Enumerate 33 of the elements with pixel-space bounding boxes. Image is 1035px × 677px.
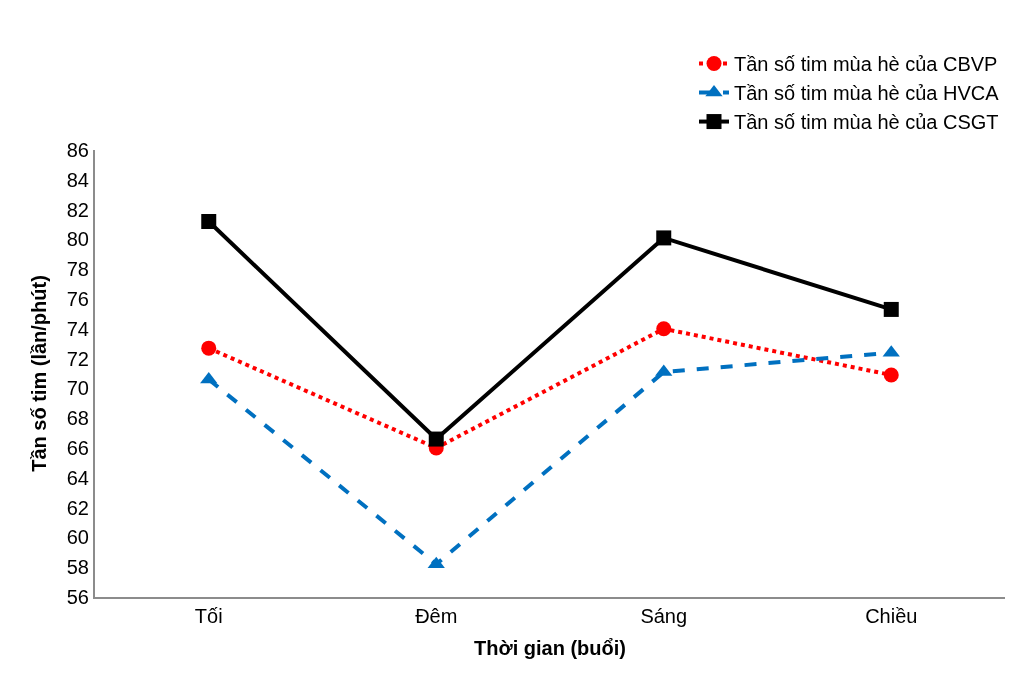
- y-tick-label: 74: [66, 317, 89, 340]
- point: [428, 431, 444, 447]
- x-axis-title: Thời gian (buổi): [474, 637, 626, 659]
- legend-label: Tần số tim mùa hè của CBVP: [734, 53, 998, 76]
- point: [656, 230, 672, 246]
- y-tick-label: 78: [66, 258, 89, 281]
- y-tick-label: 86: [66, 139, 89, 161]
- point: [201, 214, 217, 230]
- point: [201, 340, 217, 356]
- point: [883, 367, 899, 383]
- point: [656, 321, 672, 337]
- legend-label: Tần số tim mùa hè của HVCA: [734, 82, 1000, 105]
- y-tick-label: 68: [66, 407, 89, 430]
- y-tick-label: 56: [66, 586, 89, 608]
- x-tick-label: Chiều: [865, 605, 918, 627]
- x-tick-label: Tối: [194, 605, 223, 627]
- y-tick-label: 80: [66, 228, 89, 251]
- y-tick-label: 64: [66, 466, 89, 489]
- legend-label: Tần số tim mùa hè của CSGT: [734, 111, 999, 134]
- point: [883, 301, 899, 317]
- y-tick-label: 66: [66, 437, 89, 459]
- y-tick-label: 82: [66, 198, 89, 221]
- x-tick-label: Sáng: [640, 605, 688, 627]
- y-tick-label: 84: [66, 168, 89, 191]
- x-tick-label: Đêm: [415, 605, 458, 627]
- y-tick-label: 72: [66, 347, 89, 370]
- y-axis-title: Tần số tim (lần/phút): [27, 275, 50, 472]
- y-tick-label: 58: [66, 556, 89, 579]
- y-tick-label: 60: [66, 526, 89, 549]
- y-tick-label: 62: [66, 496, 89, 519]
- y-tick-label: 76: [66, 288, 89, 310]
- y-tick-label: 70: [66, 377, 89, 400]
- point: [200, 371, 218, 384]
